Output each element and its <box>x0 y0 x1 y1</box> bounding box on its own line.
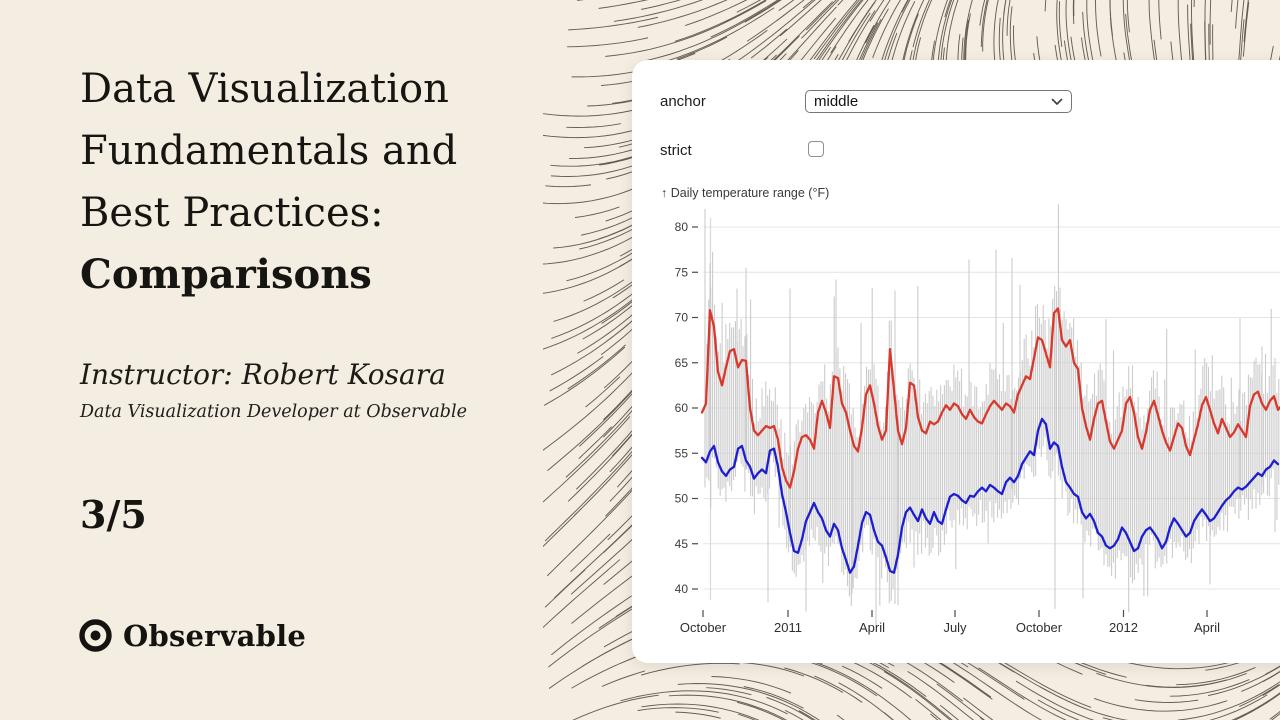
svg-text:55: 55 <box>675 446 689 460</box>
svg-text:July: July <box>943 620 967 635</box>
title-emphasis: Comparisons <box>80 251 372 298</box>
anchor-label: anchor <box>660 93 706 110</box>
svg-text:April: April <box>1194 620 1220 635</box>
title-line-1: Data Visualization <box>80 66 449 112</box>
svg-text:2012: 2012 <box>1109 620 1138 635</box>
svg-text:October: October <box>680 620 727 635</box>
chart-y-axis-title: ↑ Daily temperature range (°F) <box>661 186 830 200</box>
plot-demo-panel: anchor middle strict ↑ Daily temperature… <box>632 60 1280 663</box>
brand-row: Observable <box>78 618 306 653</box>
title-line-3: Best Practices: <box>80 190 384 236</box>
strict-label: strict <box>660 142 692 159</box>
svg-text:October: October <box>1016 620 1063 635</box>
svg-text:40: 40 <box>675 582 689 596</box>
course-title: Data Visualization Fundamentals and Best… <box>80 58 457 306</box>
part-indicator: 3/5 <box>80 492 147 537</box>
svg-text:70: 70 <box>675 311 689 325</box>
svg-text:65: 65 <box>675 356 689 370</box>
svg-text:75: 75 <box>675 265 689 279</box>
brand-name: Observable <box>123 618 306 653</box>
chevron-down-icon <box>1051 98 1063 105</box>
svg-text:60: 60 <box>675 401 689 415</box>
observable-logo-icon <box>79 619 112 652</box>
title-line-2: Fundamentals and <box>80 128 458 174</box>
instructor-name: Instructor: Robert Kosara <box>80 358 446 391</box>
instructor-role: Data Visualization Developer at Observab… <box>80 402 467 422</box>
slide-left-column: Data Visualization Fundamentals and Best… <box>0 0 543 720</box>
temperature-range-chart: 40 45 50 55 60 65 70 75 80 October 2011 April July Oc… <box>675 204 1280 635</box>
svg-text:45: 45 <box>675 537 689 551</box>
anchor-select-value: middle <box>814 93 859 110</box>
strict-checkbox[interactable] <box>808 141 824 157</box>
svg-text:2011: 2011 <box>774 620 802 635</box>
svg-text:50: 50 <box>675 492 689 506</box>
anchor-select[interactable]: middle <box>805 90 1072 113</box>
svg-text:80: 80 <box>675 220 689 234</box>
svg-text:April: April <box>859 620 885 635</box>
